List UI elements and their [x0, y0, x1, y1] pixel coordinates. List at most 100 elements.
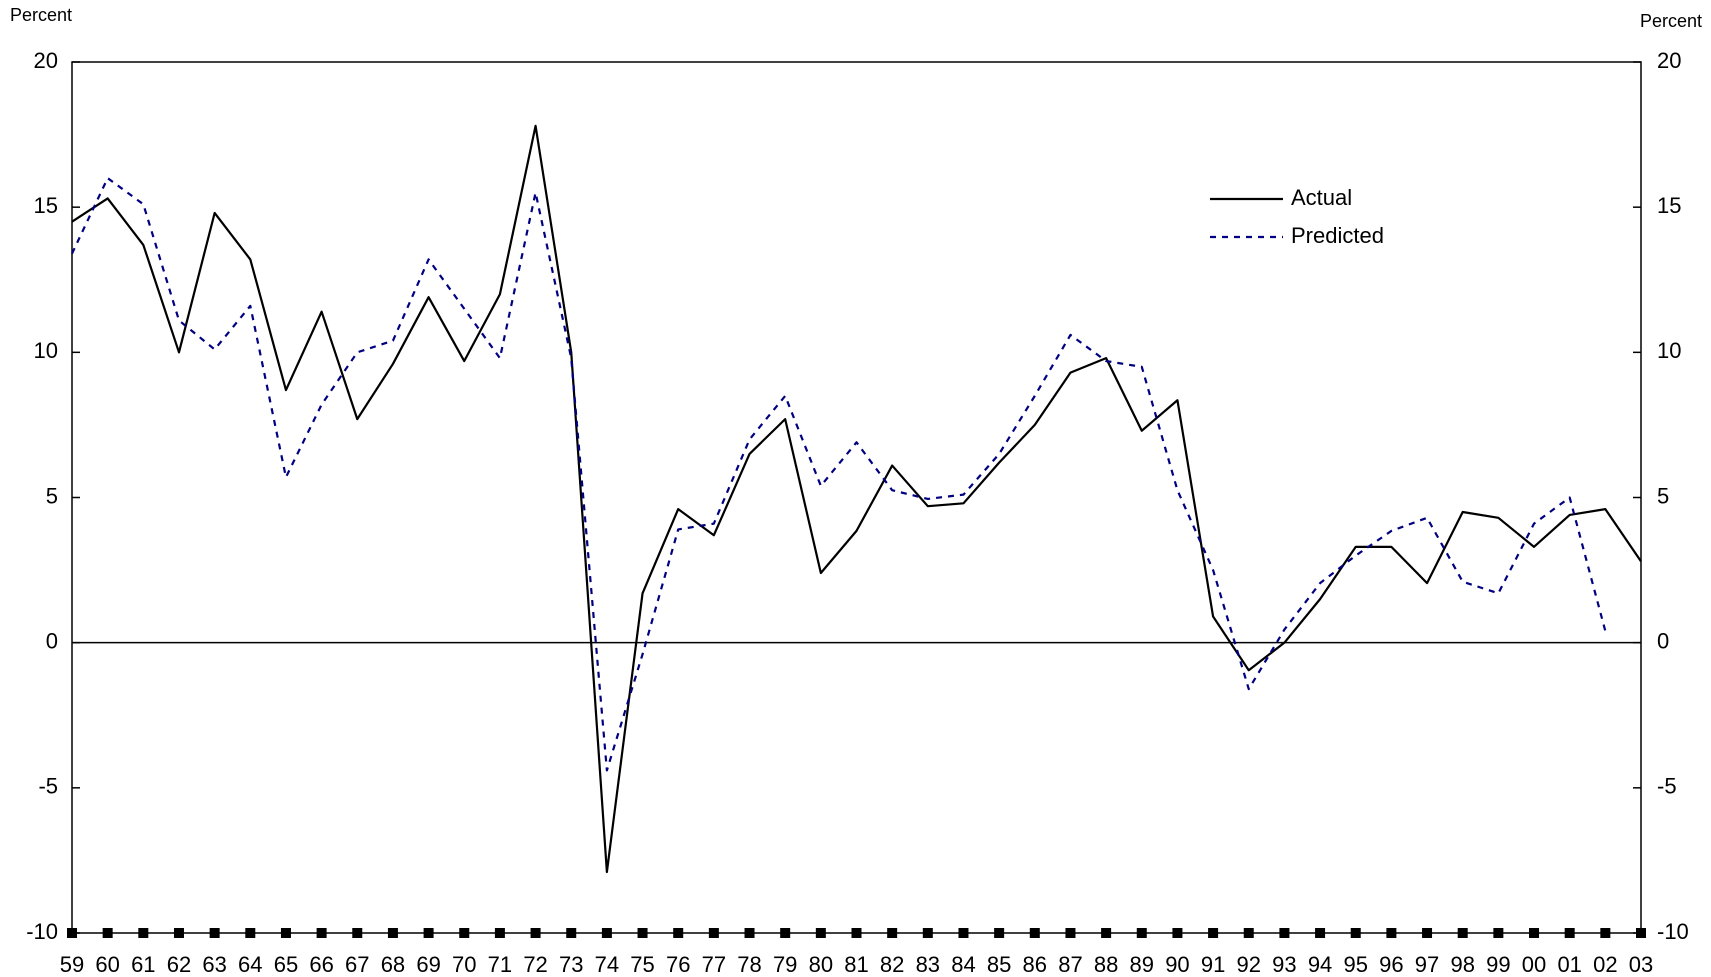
- x-tick-label: 85: [987, 952, 1011, 977]
- x-tick-mark: [173, 928, 184, 938]
- x-tick-mark: [1493, 928, 1504, 938]
- x-tick-label: 72: [523, 952, 547, 977]
- y-tick-label: 10: [34, 338, 58, 363]
- x-tick-mark: [209, 928, 220, 938]
- x-tick-mark: [1529, 928, 1540, 938]
- y2-tick-label: -5: [1657, 774, 1677, 799]
- x-tick-label: 93: [1272, 952, 1296, 977]
- x-tick-label: 79: [773, 952, 797, 977]
- x-tick-mark: [922, 928, 933, 938]
- y-tick-label: -5: [38, 774, 58, 799]
- x-tick-label: 80: [809, 952, 833, 977]
- x-tick-mark: [566, 928, 577, 938]
- x-tick-mark: [67, 928, 77, 938]
- x-tick-label: 68: [381, 952, 405, 977]
- x-tick-label: 87: [1058, 952, 1082, 977]
- x-tick-mark: [958, 928, 969, 938]
- y-tick-label: 15: [34, 193, 58, 218]
- x-tick-label: 86: [1023, 952, 1047, 977]
- x-tick-mark: [530, 928, 541, 938]
- x-tick-mark: [138, 928, 149, 938]
- x-tick-mark: [601, 928, 612, 938]
- y-tick-label: 0: [46, 628, 58, 653]
- x-tick-mark: [1208, 928, 1219, 938]
- x-tick-mark: [1564, 928, 1575, 938]
- x-tick-label: 84: [951, 952, 975, 977]
- x-tick-label: 01: [1557, 952, 1581, 977]
- x-tick-mark: [708, 928, 719, 938]
- x-tick-label: 03: [1629, 952, 1653, 977]
- x-tick-mark: [1065, 928, 1076, 938]
- y2-tick-label: 20: [1657, 48, 1681, 73]
- x-tick-label: 95: [1343, 952, 1367, 977]
- series-line: [71, 124, 1642, 874]
- x-tick-label: 81: [844, 952, 868, 977]
- x-tick-mark: [1315, 928, 1326, 938]
- y2-tick-label: -10: [1657, 919, 1689, 944]
- x-tick-mark: [1386, 928, 1397, 938]
- y2-tick-label: 0: [1657, 628, 1669, 653]
- y-axis-label: Percent: [10, 5, 72, 25]
- x-tick-label: 99: [1486, 952, 1510, 977]
- x-tick-label: 83: [916, 952, 940, 977]
- y-tick-label: 20: [34, 48, 58, 73]
- legend-label: Actual: [1291, 185, 1352, 210]
- plot-frame: [71, 61, 1642, 934]
- x-tick-mark: [1136, 928, 1147, 938]
- x-tick-mark: [637, 928, 648, 938]
- y2-tick-label: 10: [1657, 338, 1681, 363]
- x-tick-mark: [1243, 928, 1254, 938]
- x-tick-mark: [1636, 928, 1646, 938]
- y2-tick-label: 5: [1657, 483, 1669, 508]
- y2-axis-label: Percent: [1640, 11, 1702, 31]
- x-tick-label: 00: [1522, 952, 1546, 977]
- x-tick-mark: [1172, 928, 1183, 938]
- x-tick-label: 91: [1201, 952, 1225, 977]
- x-tick-label: 88: [1094, 952, 1118, 977]
- x-tick-mark: [744, 928, 755, 938]
- x-tick-mark: [423, 928, 434, 938]
- x-tick-mark: [1457, 928, 1468, 938]
- x-tick-label: 98: [1450, 952, 1474, 977]
- legend-label: Predicted: [1291, 223, 1384, 248]
- x-tick-label: 64: [238, 952, 262, 977]
- x-tick-label: 96: [1379, 952, 1403, 977]
- x-tick-label: 76: [666, 952, 690, 977]
- x-tick-label: 02: [1593, 952, 1617, 977]
- x-tick-mark: [673, 928, 684, 938]
- x-tick-mark: [1422, 928, 1433, 938]
- x-tick-label: 61: [131, 952, 155, 977]
- x-tick-mark: [494, 928, 505, 938]
- series-line: [71, 177, 1607, 772]
- x-tick-mark: [1029, 928, 1040, 938]
- x-tick-label: 69: [416, 952, 440, 977]
- x-tick-label: 77: [702, 952, 726, 977]
- x-tick-mark: [352, 928, 363, 938]
- x-tick-label: 59: [60, 952, 84, 977]
- x-tick-mark: [459, 928, 470, 938]
- x-tick-label: 70: [452, 952, 476, 977]
- x-tick-label: 92: [1237, 952, 1261, 977]
- x-tick-mark: [887, 928, 898, 938]
- x-tick-mark: [1350, 928, 1361, 938]
- y-tick-label: -10: [26, 919, 58, 944]
- x-tick-mark: [851, 928, 862, 938]
- x-tick-label: 62: [167, 952, 191, 977]
- x-tick-mark: [1600, 928, 1611, 938]
- x-tick-label: 90: [1165, 952, 1189, 977]
- x-tick-label: 97: [1415, 952, 1439, 977]
- y-tick-label: 5: [46, 483, 58, 508]
- x-tick-label: 63: [202, 952, 226, 977]
- x-tick-mark: [316, 928, 327, 938]
- x-tick-mark: [994, 928, 1005, 938]
- x-tick-mark: [387, 928, 398, 938]
- x-tick-mark: [102, 928, 113, 938]
- x-tick-label: 94: [1308, 952, 1332, 977]
- x-tick-label: 66: [309, 952, 333, 977]
- x-tick-label: 73: [559, 952, 583, 977]
- x-tick-label: 74: [595, 952, 619, 977]
- x-tick-label: 89: [1130, 952, 1154, 977]
- x-tick-label: 67: [345, 952, 369, 977]
- x-tick-label: 75: [630, 952, 654, 977]
